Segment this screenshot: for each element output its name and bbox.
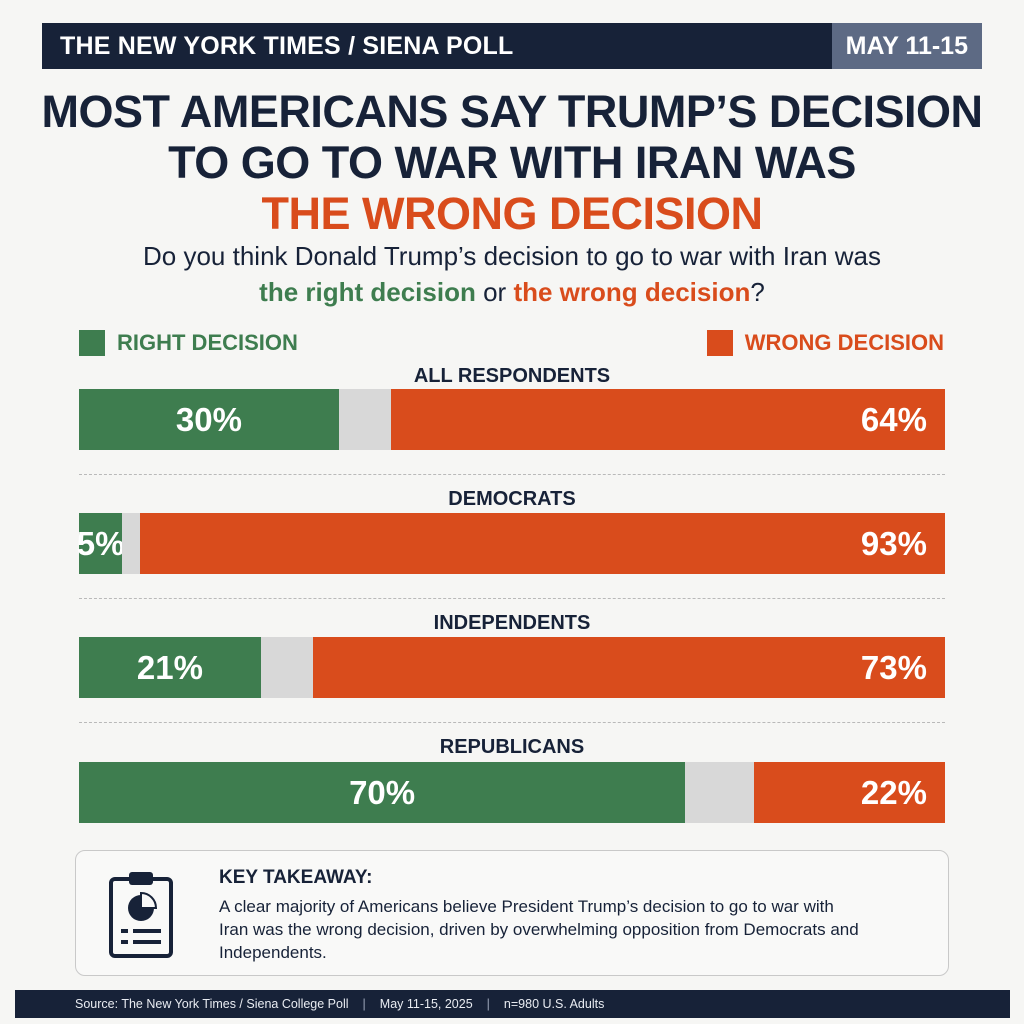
row-divider [79, 474, 945, 475]
row-divider [79, 598, 945, 599]
bar-segment-unsure [338, 389, 391, 450]
header-title: THE NEW YORK TIMES / SIENA POLL [60, 31, 514, 60]
survey-question: Do you think Donald Trump’s decision to … [0, 238, 1024, 310]
footer-bar: Source: The New York Times / Siena Colle… [15, 990, 1010, 1018]
question-line-1: Do you think Donald Trump’s decision to … [143, 241, 881, 271]
stacked-bar: 70% 22% [79, 762, 945, 823]
bar-value-label: 64% [860, 400, 927, 438]
bar-segment-wrong: 93% [139, 513, 945, 574]
bar-value-label: 70% [349, 773, 416, 811]
legend-right-decision: RIGHT DECISION [79, 330, 298, 356]
group-label: REPUBLICANS [439, 736, 585, 758]
legend-right-label: RIGHT DECISION [117, 330, 298, 355]
group-label: ALL RESPONDENTS [413, 365, 611, 387]
legend-wrong-decision: WRONG DECISION [706, 330, 944, 356]
bar-segment-unsure [685, 762, 755, 823]
headline-line-2: TO GO TO WAR WITH IRAN WAS [168, 137, 856, 188]
legend-swatch-green [79, 330, 105, 356]
group-label: DEMOCRATS [448, 488, 576, 510]
bar-segment-right: 5% [76, 513, 125, 574]
legend-swatch-orange [706, 330, 733, 356]
takeaway-body: A clear majority of Americans believe Pr… [219, 897, 859, 962]
stacked-bar: 5% 93% [76, 513, 945, 574]
bar-value-label: 22% [860, 773, 927, 811]
question-right-phrase: the right decision [259, 277, 476, 307]
bar-segment-unsure [122, 513, 140, 574]
bar-segment-right: 21% [79, 637, 261, 698]
key-takeaway-box: KEY TAKEAWAY: A clear majority of Americ… [75, 850, 949, 976]
stacked-bar: 30% 64% [79, 389, 945, 450]
legend-wrong-label: WRONG DECISION [744, 330, 944, 355]
bar-value-label: 30% [175, 400, 242, 438]
takeaway-title: KEY TAKEAWAY: [219, 867, 373, 888]
headline-line-1: MOST AMERICANS SAY TRUMP’S DECISION [41, 86, 983, 137]
bar-segment-right: 30% [79, 389, 339, 450]
headline-line-3: THE WRONG DECISION [261, 188, 763, 239]
footer-source: Source: The New York Times / Siena Colle… [75, 997, 349, 1011]
bar-segment-wrong: 22% [754, 762, 945, 823]
bar-segment-right: 70% [79, 762, 686, 823]
headline: MOST AMERICANS SAY TRUMP’S DECISION TO G… [0, 86, 1024, 239]
question-end: ? [750, 277, 765, 307]
question-line-2: the right decision or the wrong decision… [0, 274, 1024, 310]
header-date-badge: MAY 11-15 [831, 23, 982, 69]
question-wrong-phrase: the wrong decision [513, 277, 751, 307]
bar-value-label: 73% [860, 648, 927, 686]
footer-separator-1: | [362, 997, 366, 1011]
row-divider [79, 722, 945, 723]
bar-segment-unsure [260, 637, 313, 698]
bar-value-label: 21% [136, 648, 203, 686]
footer-dates: May 11-15, 2025 [379, 997, 473, 1011]
bar-value-label: 5% [76, 524, 125, 562]
bar-segment-wrong: 64% [390, 389, 945, 450]
footer-sample: n=980 U.S. Adults [503, 997, 605, 1011]
group-label: INDEPENDENTS [433, 612, 591, 634]
clipboard-chart-icon [109, 872, 173, 958]
bar-segment-wrong: 73% [312, 637, 945, 698]
stacked-bar: 21% 73% [79, 637, 945, 698]
question-or: or [475, 277, 514, 307]
footer-separator-2: | [486, 997, 490, 1011]
bar-value-label: 93% [860, 524, 927, 562]
header-bar: THE NEW YORK TIMES / SIENA POLL MAY 11-1… [42, 23, 982, 69]
